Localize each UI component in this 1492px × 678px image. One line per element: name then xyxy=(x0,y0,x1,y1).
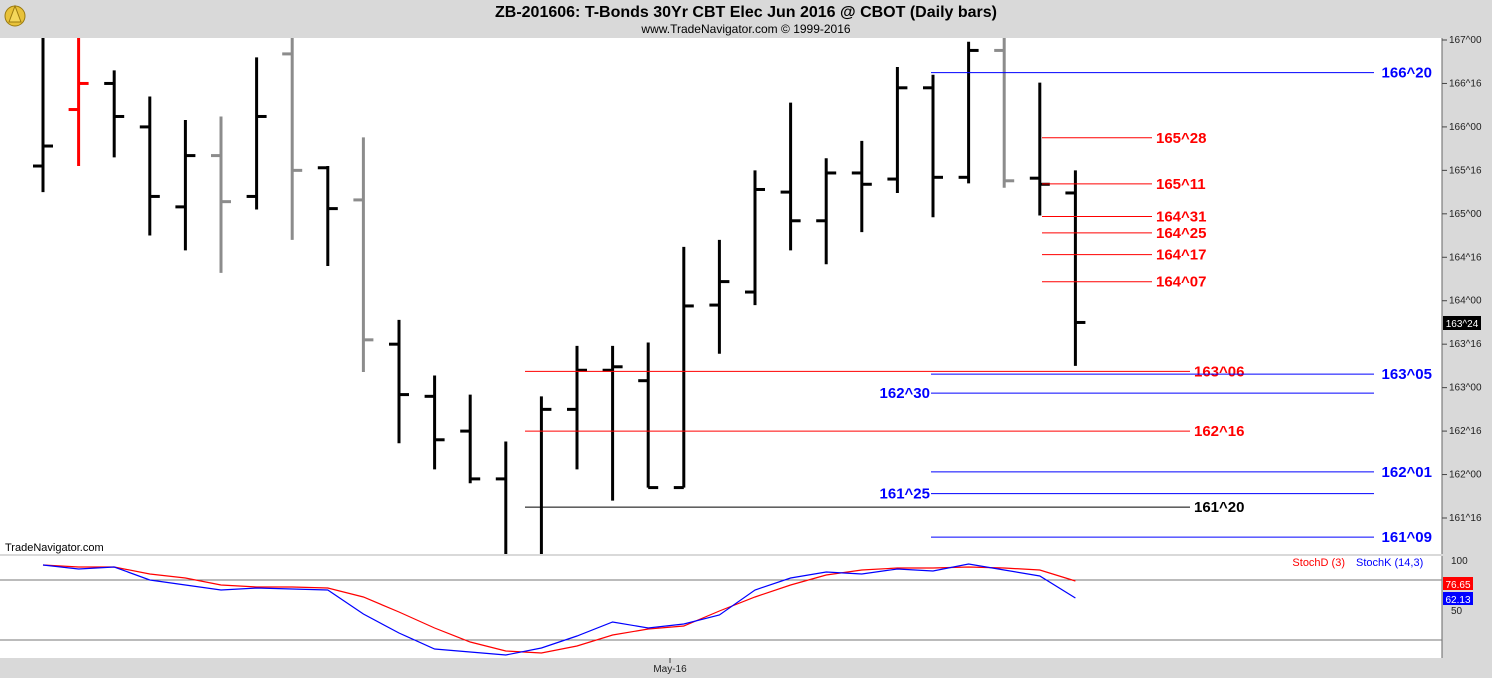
price-level-label: 166^20 xyxy=(1382,65,1432,82)
price-level-label: 163^06 xyxy=(1194,363,1244,380)
ohlc-bar xyxy=(317,166,338,266)
price-tick-label: 163^16 xyxy=(1449,339,1482,350)
stoch-d-value-badge: 76.65 xyxy=(1443,577,1473,591)
ohlc-bar xyxy=(780,102,801,251)
stoch-series-line xyxy=(42,564,1076,654)
stoch-k-value: 62.13 xyxy=(1445,595,1470,606)
ohlc-bar xyxy=(104,70,125,158)
ohlc-bar xyxy=(709,239,730,354)
stoch-k-value-badge: 62.13 xyxy=(1443,592,1473,606)
price-tick-label: 164^00 xyxy=(1449,296,1482,307)
chart-title: ZB-201606: T-Bonds 30Yr CBT Elec Jun 201… xyxy=(495,4,997,21)
price-tick-label: 165^16 xyxy=(1449,165,1482,176)
stoch-series-line xyxy=(42,563,1076,656)
ohlc-bar xyxy=(175,119,196,251)
price-level-label: 165^28 xyxy=(1156,130,1206,147)
price-level: 164^31 xyxy=(1042,209,1206,226)
price-level-label: 161^09 xyxy=(1382,529,1432,546)
price-tick-label: 164^16 xyxy=(1449,252,1482,263)
ohlc-bar xyxy=(567,345,587,470)
price-tick-label: 161^16 xyxy=(1449,513,1482,524)
price-level: 162^01 xyxy=(931,464,1432,481)
ohlc-bar xyxy=(389,319,409,444)
ohlc-bar xyxy=(745,170,765,306)
price-tick-label: 162^16 xyxy=(1449,426,1482,437)
chart-subtitle: www.TradeNavigator.com © 1999-2016 xyxy=(640,22,850,36)
ohlc-bar xyxy=(33,38,53,193)
ohlc-bar xyxy=(816,158,837,265)
price-level-label: 161^25 xyxy=(880,486,930,503)
price-axis: 161^16 162^00 162^16 163^00 163^16 164^00 164^… xyxy=(1442,35,1482,524)
ohlc-bar xyxy=(887,66,908,193)
ohlc-bar xyxy=(68,38,89,167)
ohlc-bar xyxy=(673,246,694,490)
ohlc-bar xyxy=(923,74,943,218)
price-level: 165^28 xyxy=(1042,130,1206,147)
price-tick-label: 167^00 xyxy=(1449,35,1482,46)
price-tick-label: 162^00 xyxy=(1449,470,1482,481)
ohlc-bar xyxy=(1065,170,1086,366)
price-level: 164^25 xyxy=(1042,225,1206,242)
watermark: TradeNavigator.com xyxy=(5,542,104,554)
price-tick-label: 166^16 xyxy=(1449,78,1482,89)
price-level-label: 164^25 xyxy=(1156,225,1206,242)
ohlc-bar xyxy=(353,137,374,372)
ohlc-bar xyxy=(638,342,659,490)
ohlc-bar xyxy=(211,116,231,273)
ohlc-bar xyxy=(246,57,267,210)
last-price-label: 163^24 xyxy=(1446,319,1479,330)
price-level: 164^07 xyxy=(1042,274,1206,291)
ohlc-bars xyxy=(33,38,1086,554)
price-tick-label: 163^00 xyxy=(1449,383,1482,394)
price-level-label: 165^11 xyxy=(1156,176,1206,193)
price-level: 164^17 xyxy=(1042,247,1206,264)
price-level-label: 164^17 xyxy=(1156,247,1206,264)
ohlc-bar xyxy=(424,375,445,470)
price-level-label: 164^07 xyxy=(1156,274,1206,291)
stoch-d-value: 76.65 xyxy=(1445,580,1470,591)
price-level: 161^09 xyxy=(931,529,1432,546)
ohlc-bar xyxy=(460,394,481,484)
stoch-legend-d: StochD (3) xyxy=(1292,557,1345,569)
price-tick-label: 166^00 xyxy=(1449,122,1482,133)
stoch-panel xyxy=(0,556,1442,658)
stoch-legend-k: StochK (14,3) xyxy=(1356,557,1423,569)
stoch-tick-100: 100 xyxy=(1451,556,1468,567)
ohlc-bar xyxy=(994,38,1015,188)
ohlc-bar xyxy=(495,441,508,554)
price-level-label: 164^31 xyxy=(1156,209,1206,226)
ohlc-bar xyxy=(539,396,552,554)
price-level: 163^05 xyxy=(931,366,1432,383)
price-level: 165^11 xyxy=(1042,176,1206,193)
stoch-lines xyxy=(0,563,1442,656)
logo-icon xyxy=(4,4,26,27)
price-level-label: 163^05 xyxy=(1382,366,1432,383)
ohlc-bar xyxy=(958,41,979,184)
price-tick-label: 165^00 xyxy=(1449,209,1482,220)
price-level: 166^20 xyxy=(931,65,1432,82)
ohlc-bar xyxy=(282,38,303,240)
stoch-tick-50: 50 xyxy=(1451,606,1463,617)
ohlc-bar xyxy=(139,96,160,236)
price-level-label: 162^01 xyxy=(1382,464,1432,481)
price-level-label: 162^16 xyxy=(1194,423,1244,440)
price-level: 162^16 xyxy=(525,423,1244,440)
x-axis-label: May-16 xyxy=(653,664,687,675)
ohlc-bar xyxy=(851,140,872,233)
price-level: 163^06 xyxy=(525,363,1244,380)
price-level-label: 161^20 xyxy=(1194,499,1244,516)
last-price-marker: 163^24 xyxy=(1443,316,1481,330)
price-level: 161^20 xyxy=(525,499,1244,516)
price-level-label: 162^30 xyxy=(880,385,930,402)
price-level: 161^25 xyxy=(880,486,1374,503)
price-panel xyxy=(0,38,1442,554)
price-level: 162^30 xyxy=(880,385,1374,402)
